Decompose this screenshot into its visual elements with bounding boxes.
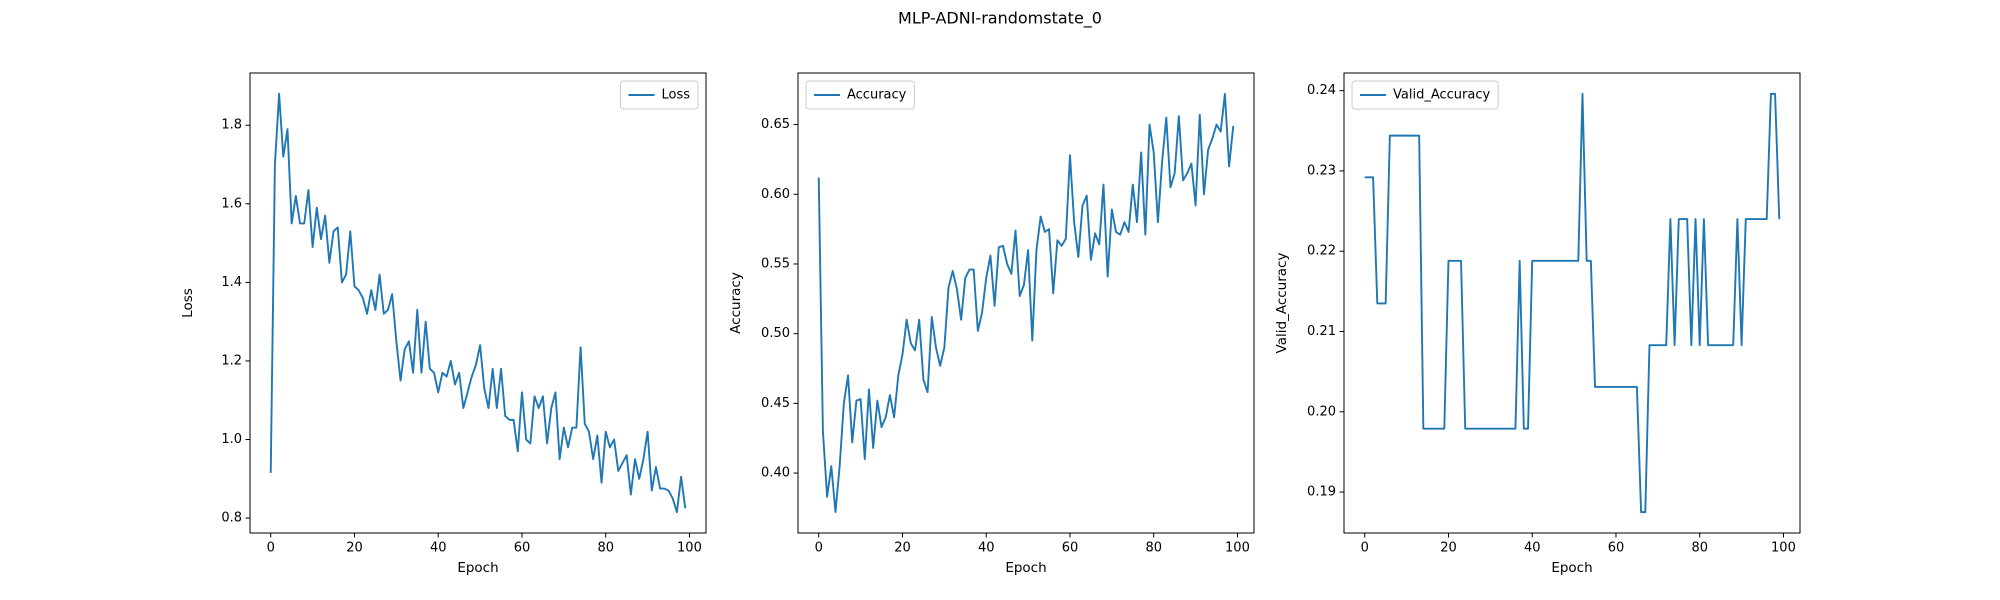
y-axis-label: Loss (180, 288, 196, 318)
legend-box (805, 80, 915, 110)
x-tick-label: 0 (1361, 541, 1369, 556)
x-tick-label: 60 (1062, 541, 1079, 556)
x-tick-label: 20 (346, 541, 363, 556)
x-axis-label: Epoch (1005, 560, 1046, 576)
x-tick-label: 100 (1225, 541, 1250, 556)
subplot: 0 20 40 60 80 100 0.40 0.45 0.50 0.55 0.60 0.65 Epoc… (728, 72, 1255, 576)
y-tick-label: 1.4 (221, 275, 242, 290)
y-tick-label: 0.24 (1307, 83, 1336, 98)
x-tick-label: 100 (1771, 541, 1796, 556)
data-line (817, 92, 1235, 514)
y-tick-label: 0.21 (1307, 324, 1336, 339)
y-tick-label: 1.0 (221, 432, 242, 447)
y-tick-label: 0.23 (1307, 163, 1336, 178)
x-axis-label: Epoch (457, 560, 498, 576)
x-tick-label: 100 (677, 541, 702, 556)
y-tick-label: 0.60 (761, 187, 790, 202)
y-tick-label: 0.22 (1307, 244, 1336, 259)
legend-box (1351, 80, 1499, 110)
y-axis-label: Valid_Accuracy (1274, 253, 1290, 354)
y-tick-label: 0.19 (1307, 485, 1336, 500)
legend: Accuracy (805, 80, 915, 110)
legend: Loss (619, 80, 699, 110)
x-tick-label: 60 (1608, 541, 1625, 556)
y-tick-label: 0.55 (761, 256, 790, 271)
data-line (1364, 92, 1781, 514)
subplot: 0 20 40 60 80 100 0.8 1.0 1.2 1.4 1.6 1.8 Epoch Loss L… (180, 72, 707, 576)
y-tick-label: 0.65 (761, 117, 790, 132)
axes-frame (1343, 72, 1801, 534)
x-axis-label: Epoch (1551, 560, 1592, 576)
x-tick-label: 40 (430, 541, 447, 556)
x-tick-label: 0 (815, 541, 823, 556)
y-axis-label: Accuracy (728, 272, 744, 334)
subplot: 0 20 40 60 80 100 0.19 0.20 0.21 0.22 0.23 0.24 Epoc… (1274, 72, 1801, 576)
x-tick-label: 40 (978, 541, 995, 556)
y-tick-label: 1.6 (221, 196, 242, 211)
x-tick-label: 40 (1524, 541, 1541, 556)
y-tick-label: 0.45 (761, 396, 790, 411)
y-tick-label: 0.8 (221, 511, 242, 526)
x-tick-label: 60 (514, 541, 531, 556)
y-tick-label: 0.20 (1307, 404, 1336, 419)
legend-box (619, 80, 699, 110)
axes-frame (249, 72, 707, 534)
x-tick-label: 0 (267, 541, 275, 556)
legend-label: Valid_Accuracy (1393, 88, 1490, 103)
figure-title: MLP-ADNI-randomstate_0 (898, 9, 1102, 29)
y-tick-label: 0.50 (761, 326, 790, 341)
x-tick-label: 20 (1440, 541, 1457, 556)
y-tick-label: 1.8 (221, 118, 242, 133)
y-tick-label: 1.2 (221, 353, 242, 368)
x-tick-label: 80 (1691, 541, 1708, 556)
data-line (269, 92, 687, 514)
y-tick-label: 0.40 (761, 466, 790, 481)
legend-label: Accuracy (847, 88, 907, 103)
x-tick-label: 80 (597, 541, 614, 556)
x-tick-label: 20 (894, 541, 911, 556)
legend-label: Loss (661, 88, 690, 103)
axes-frame (797, 72, 1255, 534)
legend: Valid_Accuracy (1351, 80, 1499, 110)
x-tick-label: 80 (1145, 541, 1162, 556)
